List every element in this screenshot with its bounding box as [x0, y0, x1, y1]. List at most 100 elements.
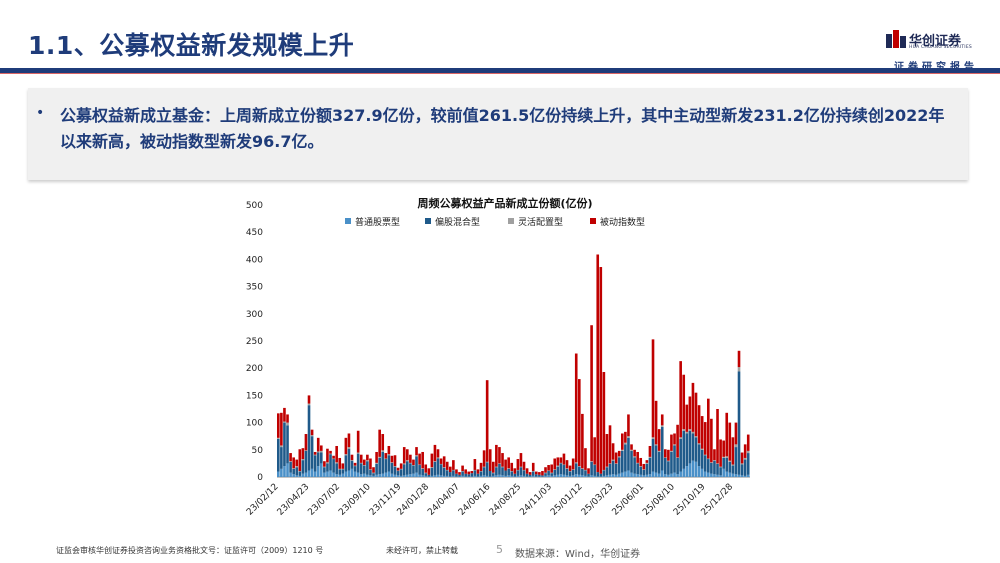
bar-segment — [587, 473, 590, 477]
bar-segment — [363, 465, 366, 474]
bar-segment — [633, 449, 636, 457]
bar-segment — [421, 451, 424, 469]
bar-segment — [387, 455, 391, 472]
bar-segment — [295, 467, 299, 476]
bar-segment — [525, 473, 529, 477]
bar-segment — [722, 457, 725, 469]
bar-segment — [363, 465, 366, 466]
bar-segment — [492, 473, 495, 476]
bar-segment — [430, 453, 434, 468]
bar-segment — [624, 442, 627, 445]
bar-segment — [498, 474, 501, 477]
bar-segment — [350, 454, 354, 461]
bar-segment — [574, 474, 578, 477]
bar-segment — [442, 456, 446, 468]
bar-segment — [535, 476, 538, 477]
bar-segment — [639, 474, 643, 477]
bar-segment — [574, 353, 578, 463]
bar-segment — [636, 462, 639, 464]
bar-segment — [676, 457, 679, 475]
bar-segment — [479, 462, 483, 472]
bar-segment — [556, 466, 560, 475]
bar-segment — [418, 464, 421, 466]
bar-segment — [584, 469, 587, 471]
bar-segment — [381, 450, 385, 452]
bar-segment — [421, 468, 424, 469]
bar-segment — [621, 433, 624, 450]
bar-segment — [568, 471, 572, 476]
bar-segment — [439, 463, 443, 465]
bar-segment — [703, 422, 707, 455]
bar-segment — [277, 471, 280, 477]
bar-segment — [737, 350, 741, 368]
bar-segment — [323, 466, 326, 468]
bar-segment — [541, 476, 544, 477]
bar-segment — [599, 476, 603, 477]
bar-segment — [673, 444, 676, 446]
bar-segment — [304, 434, 308, 451]
bar-segment — [731, 437, 735, 465]
bar-segment — [439, 464, 443, 476]
bar-segment — [427, 474, 431, 477]
bar-segment — [286, 425, 289, 464]
bar-segment — [369, 469, 372, 476]
bar-segment — [525, 476, 529, 477]
bar-segment — [630, 472, 633, 477]
bar-segment — [378, 457, 381, 475]
legend-label: 灵活配置型 — [518, 216, 563, 228]
brand-logo-icon — [886, 30, 906, 48]
bar-segment — [372, 472, 375, 474]
bar-segment — [688, 430, 692, 464]
bar-segment — [605, 475, 609, 477]
bar-segment — [449, 466, 452, 473]
bar-segment — [550, 475, 553, 477]
bar-segment — [396, 471, 400, 476]
bar-segment — [455, 476, 458, 477]
bar-segment — [384, 453, 388, 459]
bar-segment — [513, 473, 517, 477]
bar-segment — [485, 462, 489, 476]
bar-segment — [719, 475, 722, 477]
bar-segment — [399, 468, 403, 470]
bar-segment — [338, 474, 342, 477]
bar-segment — [292, 474, 295, 477]
bar-segment — [608, 463, 612, 475]
bar-segment — [375, 451, 378, 463]
bar-segment — [390, 462, 394, 463]
bar-segment — [501, 467, 504, 476]
bar-segment — [310, 468, 314, 477]
bar-segment — [320, 450, 323, 453]
bar-segment — [614, 463, 618, 475]
bar-segment — [722, 468, 725, 477]
bar-segment — [602, 469, 606, 471]
bar-segment — [418, 465, 421, 475]
bar-segment — [280, 447, 283, 469]
bar-segment — [621, 449, 624, 451]
bar-segment — [654, 444, 658, 446]
bar-segment — [476, 473, 480, 477]
bar-segment — [461, 465, 464, 472]
bar-segment — [369, 458, 372, 470]
bar-segment — [642, 463, 646, 470]
bar-segment — [734, 422, 738, 445]
bar-segment — [347, 447, 351, 449]
bar-segment — [531, 462, 535, 472]
bar-segment — [590, 461, 593, 476]
x-tick-label: 23/09/10 — [337, 482, 373, 518]
bar-segment — [476, 469, 480, 474]
bar-segment — [316, 437, 320, 452]
x-tick-label: 24/06/16 — [457, 482, 493, 518]
bar-segment — [697, 466, 701, 477]
bar-segment — [304, 450, 308, 451]
bar-segment — [639, 466, 643, 467]
bar-segment — [295, 466, 299, 468]
bar-segment — [320, 452, 323, 464]
bar-segment — [587, 468, 590, 474]
bar-segment — [519, 475, 523, 477]
bar-segment — [574, 463, 578, 475]
bar-segment — [611, 459, 615, 461]
bar-segment — [703, 455, 707, 472]
x-tick-label: 23/04/23 — [276, 482, 312, 518]
bar-segment — [710, 462, 713, 463]
bar-segment — [356, 452, 360, 454]
